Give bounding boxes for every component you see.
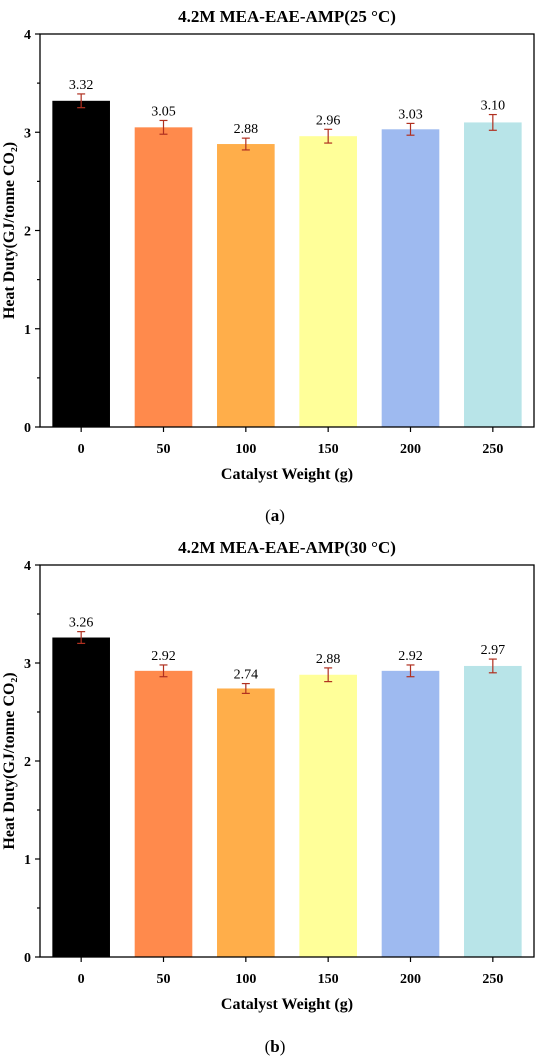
x-tick-label: 150 [318, 442, 339, 457]
figure-caption: (a) [265, 506, 285, 525]
figure-caption: (b) [265, 1037, 286, 1056]
data-label: 3.26 [69, 616, 94, 631]
data-label: 2.97 [481, 643, 506, 658]
y-tick-label: 1 [24, 853, 31, 868]
bar [134, 670, 193, 957]
y-tick-label: 0 [24, 951, 31, 966]
data-label: 2.88 [316, 652, 341, 667]
x-tick-label: 0 [78, 972, 85, 987]
data-label: 3.10 [481, 99, 506, 114]
chart-title: 4.2M MEA-EAE-AMP(30 °C) [178, 538, 396, 557]
chart-b: 4.2M MEA-EAE-AMP(30 °C)3.2602.92502.7410… [1, 538, 535, 1056]
caption-letter: b [270, 1037, 279, 1056]
data-label: 2.88 [234, 122, 259, 137]
plot-frame [39, 33, 535, 428]
data-label: 2.96 [316, 113, 341, 128]
data-label: 2.92 [398, 649, 423, 664]
x-axis-title: Catalyst Weight (g) [221, 996, 353, 1013]
plot-frame [39, 564, 535, 958]
bar [299, 136, 357, 427]
x-tick-label: 200 [400, 442, 421, 457]
bar [134, 127, 193, 428]
x-tick-label: 100 [235, 972, 256, 987]
y-tick-label: 0 [24, 421, 31, 436]
caption-letter: a [271, 506, 280, 525]
y-tick-label: 3 [24, 657, 31, 672]
y-axis-title: Heat Duty(GJ/tonne CO₂) [1, 142, 18, 319]
y-tick-label: 2 [24, 755, 31, 770]
chart-a: 4.2M MEA-EAE-AMP(25 °C)3.3203.05502.8810… [1, 7, 535, 525]
bar [381, 129, 440, 428]
y-tick-label: 4 [24, 559, 31, 574]
bar [52, 100, 110, 427]
x-axis-title: Catalyst Weight (g) [221, 466, 353, 483]
data-label: 3.05 [151, 104, 176, 119]
bar [299, 674, 357, 957]
bar [464, 122, 522, 428]
data-label: 2.74 [234, 668, 259, 683]
y-tick-label: 2 [24, 225, 31, 240]
x-tick-label: 200 [400, 972, 421, 987]
x-tick-label: 100 [235, 442, 256, 457]
x-tick-label: 50 [157, 442, 171, 457]
data-label: 2.92 [151, 649, 176, 664]
x-tick-label: 250 [482, 972, 503, 987]
bar [381, 670, 440, 957]
y-tick-label: 4 [24, 28, 31, 43]
x-tick-label: 0 [78, 442, 85, 457]
y-tick-label: 1 [24, 323, 31, 338]
data-label: 3.32 [69, 78, 94, 93]
y-tick-label: 3 [24, 126, 31, 141]
data-label: 3.03 [398, 107, 423, 122]
x-tick-label: 150 [318, 972, 339, 987]
bar [464, 665, 522, 957]
chart-title: 4.2M MEA-EAE-AMP(25 °C) [178, 7, 396, 26]
x-tick-label: 250 [482, 442, 503, 457]
y-axis-title: Heat Duty(GJ/tonne CO₂) [1, 672, 18, 849]
x-tick-label: 50 [157, 972, 171, 987]
bar [217, 688, 275, 957]
bar [217, 144, 275, 428]
bar [52, 637, 110, 957]
